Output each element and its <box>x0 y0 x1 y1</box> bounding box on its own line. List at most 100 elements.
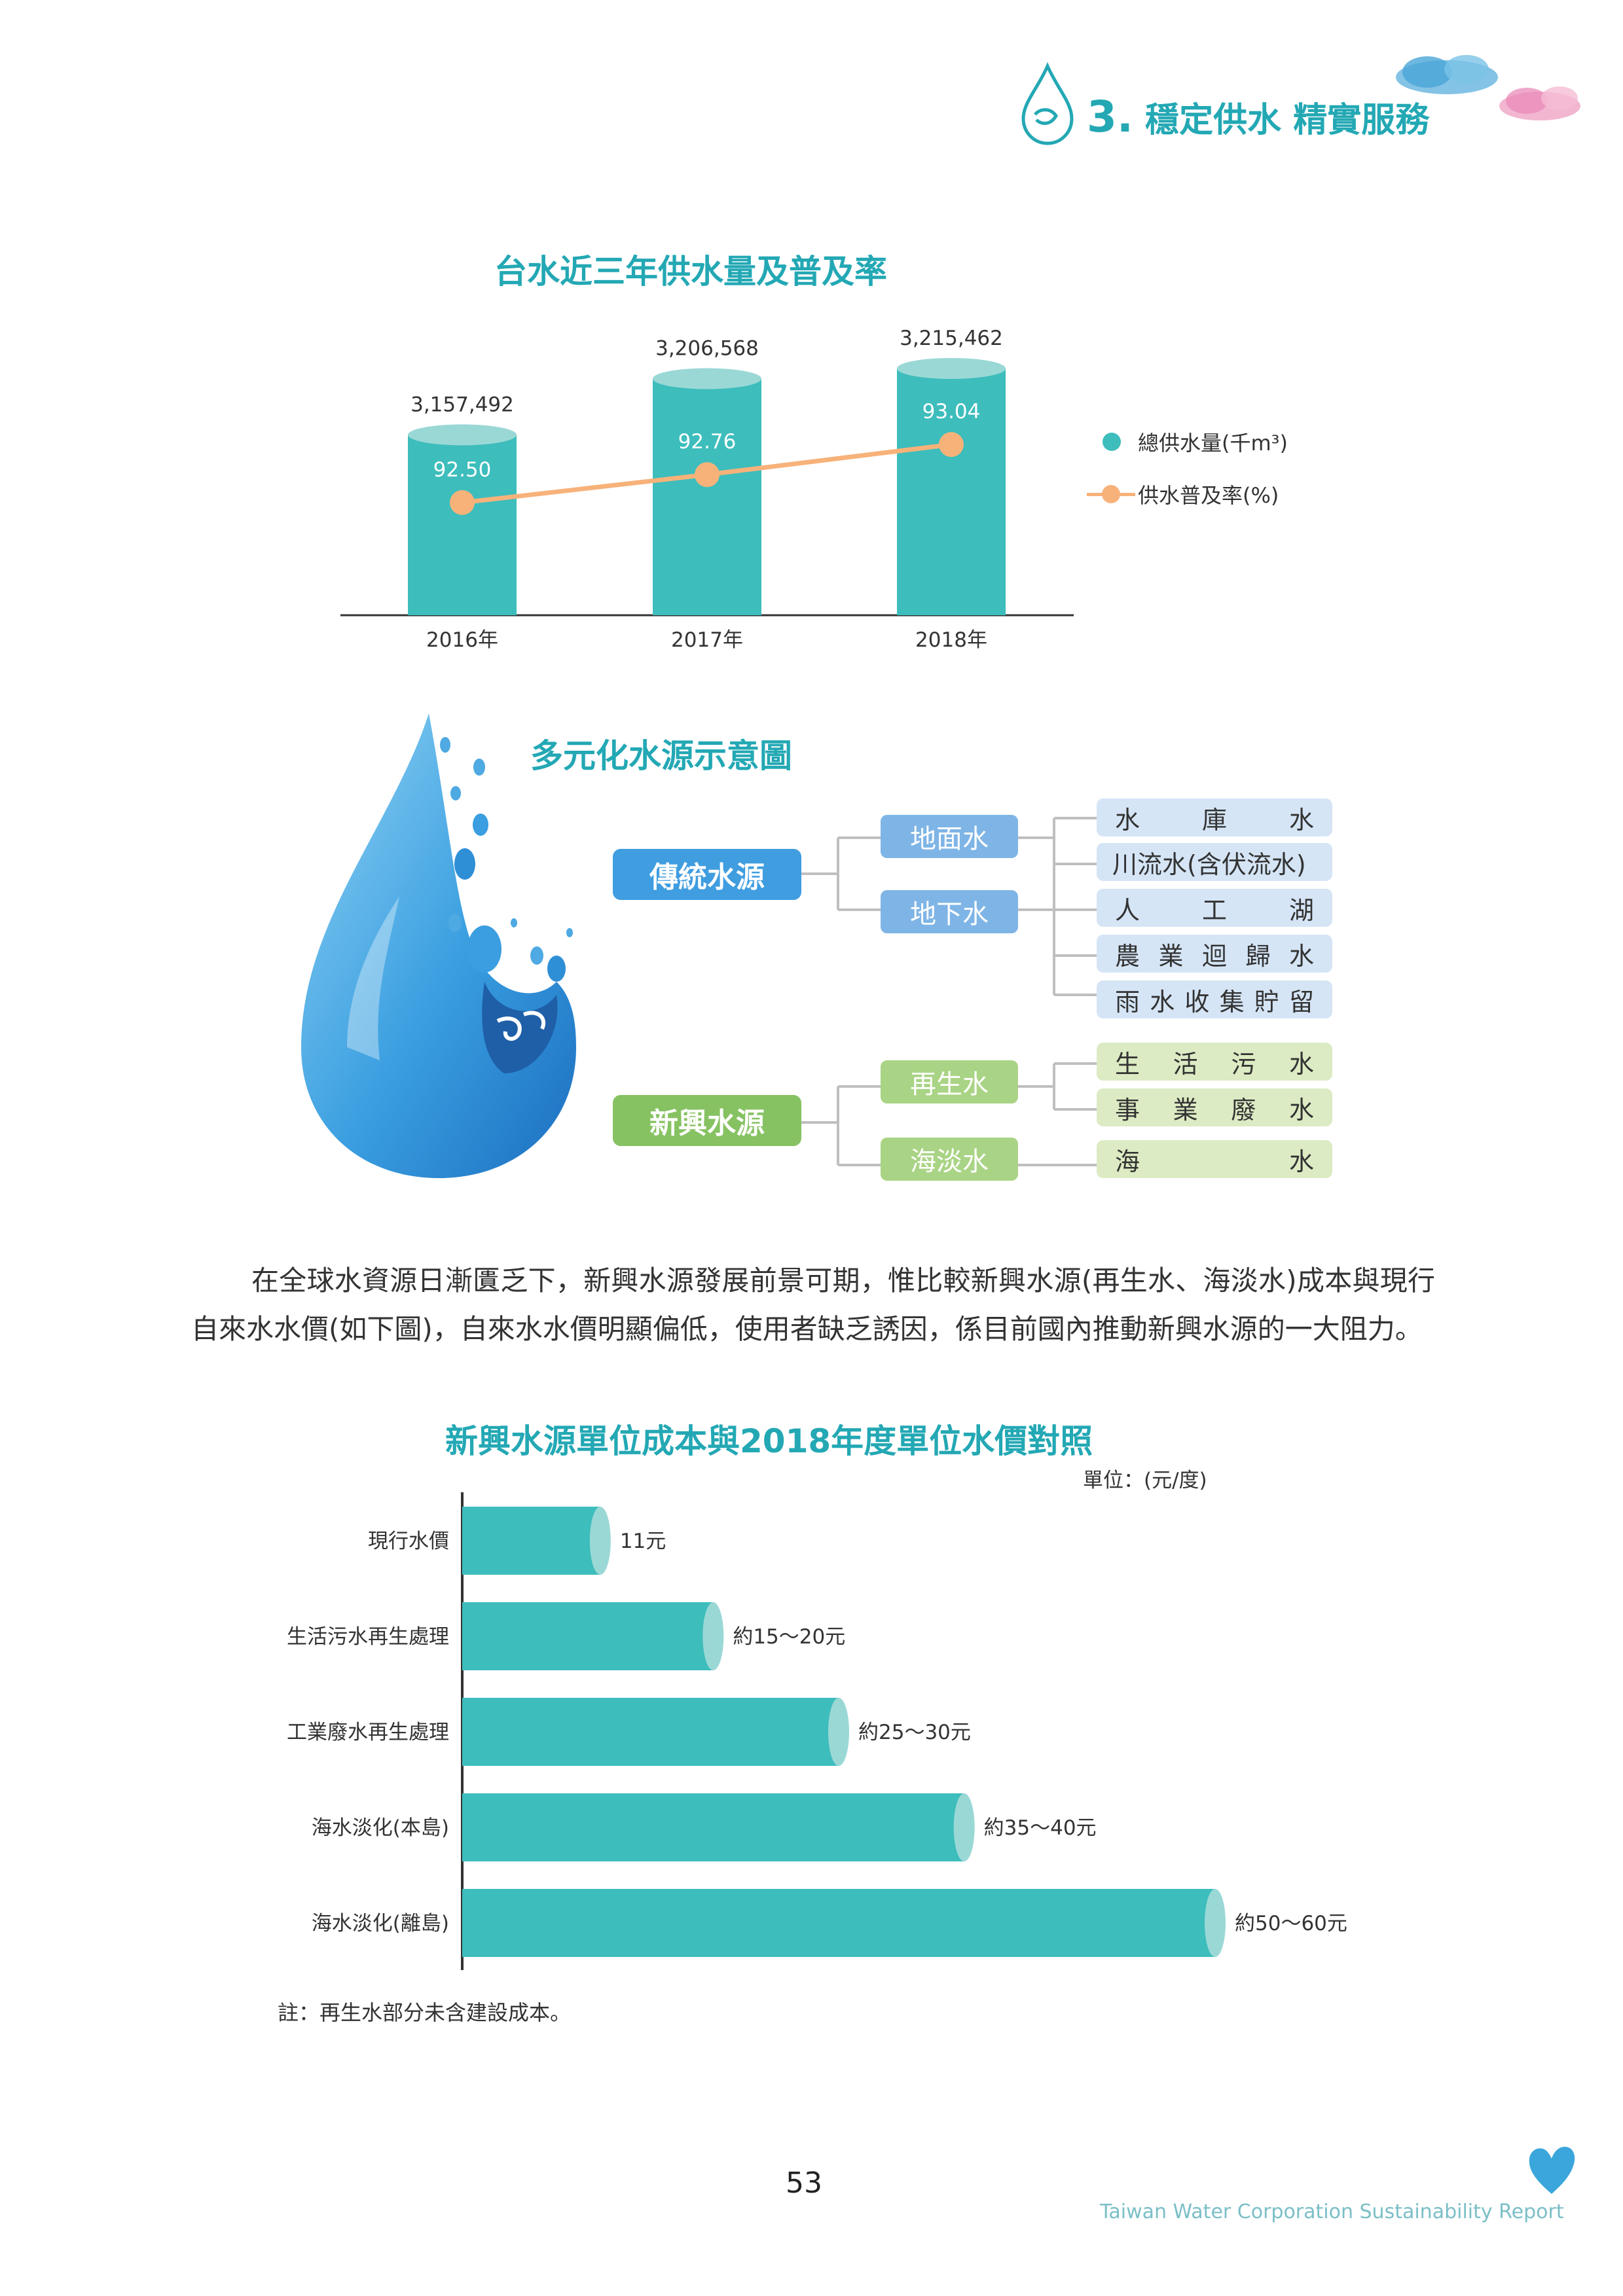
legend-rate: 供水普及率(%) <box>1087 478 1288 511</box>
supply-chart-legend: 總供水量(千m³) 供水普及率(%) <box>1087 425 1288 530</box>
leaf-seawater: 海 水 <box>1097 1140 1332 1178</box>
heart-icon <box>1525 2140 1578 2202</box>
supply-bar <box>897 368 1006 615</box>
rate-point <box>450 490 475 515</box>
section-number: 3. <box>1087 92 1133 142</box>
leaf-text: 川流水(含伏流水) <box>1112 850 1306 879</box>
supply-bar-cap <box>897 357 1006 379</box>
rate-value-label: 93.04 <box>922 400 981 423</box>
legend-rate-label: 供水普及率(%) <box>1138 483 1279 508</box>
cost-bar <box>462 1698 839 1766</box>
leaf-agricultural-return: 農 業 迴 歸 水 <box>1097 935 1332 973</box>
rate-point <box>939 432 964 457</box>
legend-rate-swatch <box>1087 485 1135 503</box>
cost-bar <box>462 1889 1215 1957</box>
traditional-source-box: 傳統水源 <box>613 849 801 900</box>
cost-bar-cap <box>702 1602 724 1670</box>
cost-category-label: 生活污水再生處理 <box>287 1625 449 1649</box>
recycled-water-label: 再生水 <box>910 1069 989 1100</box>
supply-bar-cap <box>653 368 761 389</box>
cost-chart-title: 新興水源單位成本與2018年度單位水價對照 <box>445 1422 1093 1460</box>
new-source-label: 新興水源 <box>649 1107 765 1140</box>
cost-category-label: 海水淡化(本島) <box>312 1816 449 1840</box>
body-paragraph-text: 在全球水資源日漸匱乏下，新興水源發展前景可期，惟比較新興水源(再生水、海淡水)成… <box>191 1265 1435 1345</box>
supply-bar <box>408 435 517 615</box>
supply-value-label: 3,206,568 <box>655 337 759 361</box>
body-paragraph: 在全球水資源日漸匱乏下，新興水源發展前景可期，惟比較新興水源(再生水、海淡水)成… <box>191 1257 1435 1354</box>
header-drop-icon <box>1018 62 1077 150</box>
diagram-title: 多元化水源示意圖 <box>530 737 792 775</box>
legend-supply: 總供水量(千m³) <box>1087 425 1288 458</box>
cost-bar-cap <box>589 1507 611 1575</box>
leaf-char: 收 <box>1184 987 1210 1016</box>
leaf-char: 貯 <box>1254 987 1279 1016</box>
water-drop-illustration <box>288 707 589 1194</box>
cost-bar-cap <box>953 1793 975 1861</box>
leaf-char: 水 <box>1150 987 1175 1016</box>
x-tick-label: 2018年 <box>915 628 987 652</box>
cost-category-label: 工業廢水再生處理 <box>287 1721 449 1744</box>
supply-chart-title: 台水近三年供水量及普及率 <box>494 253 887 291</box>
leaf-char: 海 <box>1115 1147 1140 1176</box>
leaf-char: 雨 <box>1115 987 1140 1016</box>
leaf-reservoir: 水 庫 水 <box>1097 798 1332 836</box>
leaf-char: 生 <box>1115 1049 1140 1079</box>
cost-bar-cap <box>1205 1889 1226 1957</box>
leaf-char: 業 <box>1158 941 1184 971</box>
supply-chart: 3,157,492 2016年 3,206,568 2017年 3,215,462 201… <box>327 308 1087 677</box>
leaf-char: 水 <box>1288 1095 1314 1124</box>
cost-bar <box>462 1507 600 1575</box>
report-name: Taiwan Water Corporation Sustainability … <box>1100 2200 1564 2223</box>
leaf-char: 水 <box>1288 941 1314 971</box>
leaf-char: 留 <box>1288 987 1314 1016</box>
supply-value-label: 3,157,492 <box>410 393 514 416</box>
leaf-char: 湖 <box>1288 895 1314 925</box>
header-clouds <box>1388 46 1584 134</box>
leaf-char: 農 <box>1115 941 1140 971</box>
page-number: 53 <box>786 2166 822 2200</box>
cost-bar-cap <box>828 1698 849 1766</box>
leaf-char: 人 <box>1115 895 1140 925</box>
supply-bar-cap <box>408 424 517 446</box>
rate-point <box>695 462 720 488</box>
leaf-rainwater: 雨 水 收 集 貯 留 <box>1097 980 1332 1018</box>
leaf-domestic-sewage: 生 活 污 水 <box>1097 1043 1332 1081</box>
section-title: 3. 穩定供水 精實服務 <box>1087 92 1429 142</box>
x-tick-label: 2016年 <box>426 628 498 652</box>
leaf-char: 水 <box>1288 1147 1314 1176</box>
leaf-char: 廢 <box>1231 1095 1256 1124</box>
cost-bar <box>462 1602 714 1670</box>
groundwater-box: 地下水 <box>881 890 1018 933</box>
cost-value-label: 約25～30元 <box>858 1721 971 1744</box>
cost-value-label: 約35～40元 <box>984 1816 1097 1840</box>
cost-category-label: 現行水價 <box>368 1530 449 1553</box>
surface-water-box: 地面水 <box>881 815 1018 858</box>
cost-category-label: 海水淡化(離島) <box>312 1912 449 1935</box>
leaf-river: 川流水(含伏流水) <box>1097 843 1332 881</box>
cost-value-label: 11元 <box>620 1530 666 1553</box>
leaf-char: 事 <box>1115 1095 1140 1124</box>
leaf-char: 工 <box>1201 895 1227 925</box>
leaf-industrial-wastewater: 事 業 廢 水 <box>1097 1088 1332 1126</box>
section-title-text: 穩定供水 精實服務 <box>1145 101 1430 140</box>
rate-value-label: 92.76 <box>678 430 737 454</box>
recycled-water-box: 再生水 <box>881 1060 1018 1103</box>
diagram-connectors <box>792 798 1120 1181</box>
cost-chart: 現行水價 11元 生活污水再生處理 約15～20元 工業廢水再生處理 約25～30元 海水淡… <box>249 1486 1427 1979</box>
supply-bar <box>653 378 761 615</box>
leaf-char: 活 <box>1173 1049 1198 1079</box>
leaf-char: 水 <box>1288 1049 1314 1079</box>
leaf-char: 迴 <box>1201 941 1227 971</box>
cost-chart-footnote: 註：再生水部分未含建設成本。 <box>278 2000 572 2025</box>
supply-value-label: 3,215,462 <box>900 327 1003 350</box>
leaf-char: 污 <box>1231 1049 1256 1079</box>
traditional-source-label: 傳統水源 <box>649 861 765 894</box>
desalinated-water-box: 海淡水 <box>881 1138 1018 1181</box>
surface-water-label: 地面水 <box>910 824 989 854</box>
leaf-char: 業 <box>1173 1095 1198 1124</box>
leaf-char: 歸 <box>1245 941 1271 971</box>
legend-supply-label: 總供水量(千m³) <box>1138 431 1288 456</box>
leaf-char: 水 <box>1115 805 1140 834</box>
legend-supply-swatch <box>1103 433 1121 451</box>
rate-value-label: 92.50 <box>433 458 492 482</box>
